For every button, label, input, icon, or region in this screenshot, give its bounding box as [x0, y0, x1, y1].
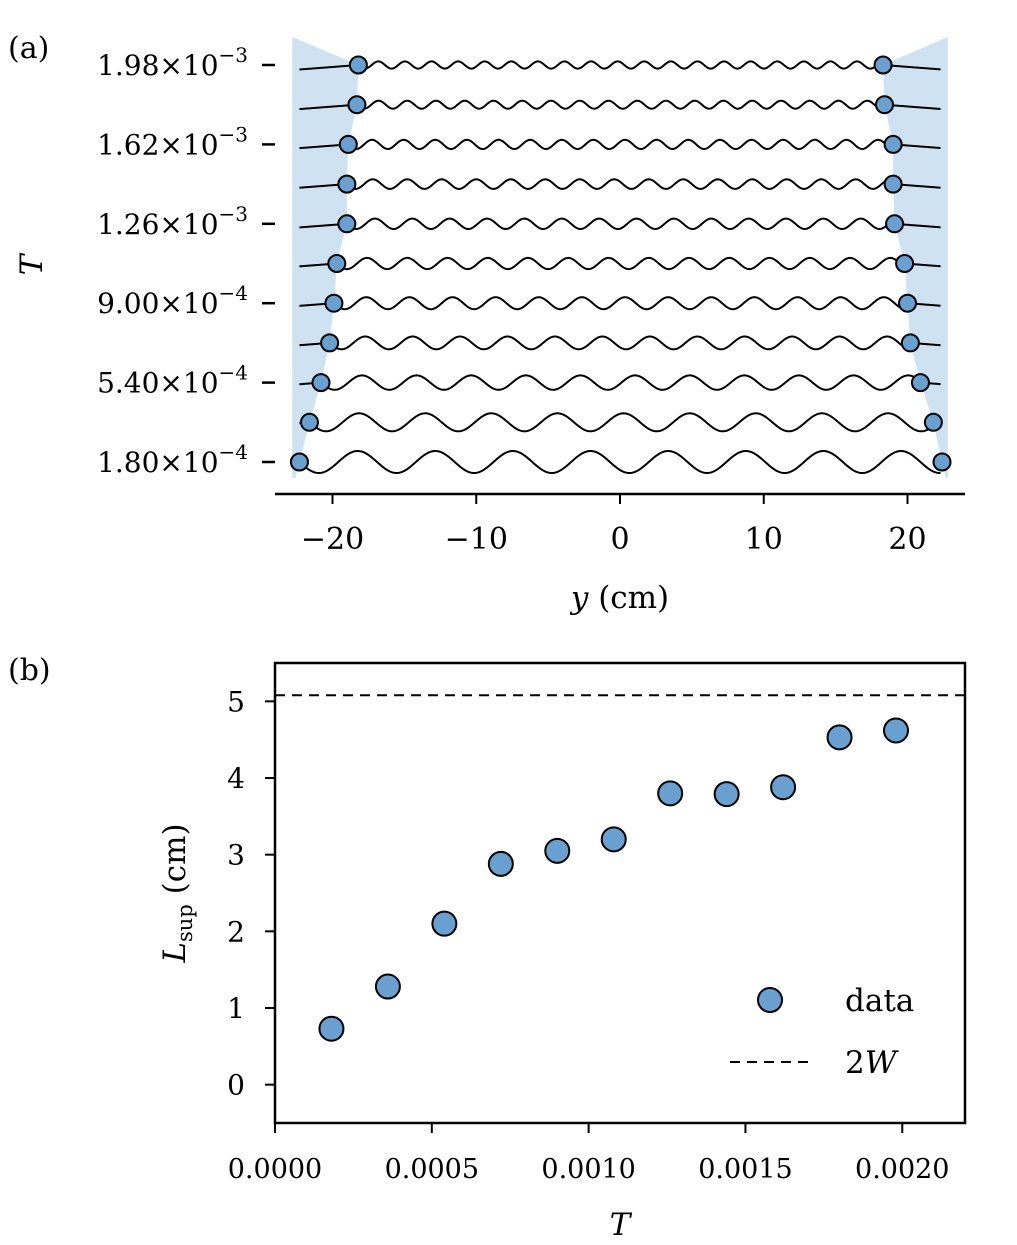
y-tick-label: 1.98×10−3 — [97, 43, 248, 82]
profile-line — [299, 335, 941, 351]
right-edge-marker — [883, 134, 903, 154]
profile-line — [299, 60, 941, 71]
right-edge-marker — [932, 452, 952, 472]
right-edge-marker — [873, 55, 893, 75]
left-edge-marker — [300, 412, 319, 432]
left-edge-marker — [347, 95, 367, 115]
profile-line — [299, 99, 941, 111]
x-axis-label: T — [610, 1207, 633, 1243]
x-ticks: −20 −10 0 10 20 — [301, 494, 927, 557]
left-edge-marker — [348, 55, 368, 75]
left-edge-marker — [320, 333, 340, 353]
x-tick-label: 0.0005 — [385, 1154, 479, 1185]
data-point — [544, 837, 571, 864]
y-tick-label: 4 — [227, 762, 245, 795]
legend-label-2W: 2W — [845, 1045, 899, 1081]
profile-lines — [298, 60, 941, 475]
profile-line — [299, 138, 941, 151]
y-ticks: 0 1 2 3 4 5 — [227, 685, 275, 1102]
right-edge-marker — [923, 412, 943, 432]
y-tick-label: 0 — [227, 1069, 245, 1102]
plot-frame — [273, 661, 967, 1125]
y-tick-label: 3 — [227, 839, 245, 872]
panel-a: (a) −20 −10 0 10 20 1.98×10−3 1.62×10−3 1.26×1… — [8, 31, 965, 616]
x-tick-label: 0 — [610, 522, 629, 557]
y-tick-label: 9.00×10−4 — [97, 281, 248, 320]
data-point — [770, 774, 797, 801]
profile-line — [299, 374, 941, 391]
x-tick-label: 0.0010 — [541, 1154, 635, 1185]
data-point — [487, 850, 514, 877]
profile-line — [299, 178, 941, 190]
data-point — [318, 1015, 345, 1042]
x-tick-label: −20 — [301, 522, 364, 557]
panel-a-label: (a) — [8, 31, 49, 66]
data-point — [600, 826, 627, 853]
y-tick-label: 1.26×10−3 — [97, 202, 248, 241]
right-edge-marker — [883, 174, 903, 194]
y-tick-label: 2 — [227, 915, 245, 948]
data-point — [431, 910, 458, 937]
left-edge-marker — [324, 293, 344, 313]
y-tick-label: 1 — [227, 992, 245, 1025]
right-edge-marker — [895, 254, 915, 273]
left-edge-marker — [338, 134, 358, 154]
profile-line — [299, 296, 941, 311]
right-edge-marker — [910, 373, 930, 393]
legend: data 2W — [730, 983, 914, 1081]
edge-markers — [289, 55, 952, 472]
y-tick-label: 1.62×10−3 — [97, 122, 248, 161]
right-edge-marker — [898, 293, 917, 313]
panel-b: (b) 0.0000 0.0005 0.0010 0.0015 0.0020 0 1 2 3 4… — [8, 653, 967, 1243]
y-tick-label: 5 — [227, 685, 245, 718]
x-tick-label: 0.0015 — [698, 1154, 792, 1185]
left-edge-marker — [289, 452, 309, 472]
x-axis-label: y (cm) — [569, 580, 669, 616]
panel-b-label: (b) — [8, 653, 51, 688]
data-point — [883, 717, 909, 744]
x-tick-label: 0.0000 — [228, 1154, 322, 1185]
data-point — [713, 781, 740, 808]
data-point — [657, 780, 684, 807]
x-tick-label: −10 — [445, 522, 508, 557]
left-edge-marker — [337, 174, 357, 194]
legend-label-data: data — [845, 983, 914, 1019]
y-axis-label: T — [14, 252, 50, 275]
data-point — [374, 973, 401, 1000]
x-tick-label: 10 — [745, 522, 783, 557]
profile-line — [299, 412, 941, 433]
x-ticks: 0.0000 0.0005 0.0010 0.0015 0.0020 — [228, 1123, 950, 1185]
left-edge-marker — [327, 254, 347, 273]
x-tick-label: 0.0020 — [855, 1154, 949, 1185]
profile-line — [299, 256, 941, 271]
profile-line — [299, 217, 941, 231]
y-ticks: 1.98×10−3 1.62×10−3 1.26×10−3 9.00×10−4 5.40… — [97, 43, 275, 479]
data-point — [826, 724, 853, 751]
left-edge-marker — [337, 214, 357, 234]
legend-marker-data — [757, 987, 783, 1013]
y-axis-label: Lsup (cm) — [157, 823, 197, 963]
left-edge-marker — [311, 373, 331, 393]
data-points — [318, 717, 909, 1042]
right-edge-marker — [875, 95, 894, 115]
y-tick-label: 1.80×10−4 — [97, 440, 248, 479]
right-edge-marker — [900, 333, 920, 353]
y-tick-label: 5.40×10−4 — [97, 361, 248, 400]
right-edge-marker — [885, 214, 905, 234]
x-tick-label: 20 — [888, 522, 926, 557]
profile-line — [298, 449, 941, 475]
